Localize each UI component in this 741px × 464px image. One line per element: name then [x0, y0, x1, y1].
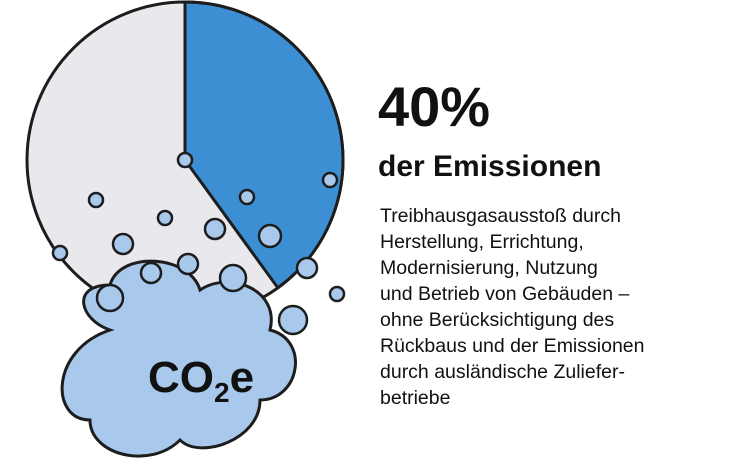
bubble	[295, 256, 319, 280]
description-line: Herstellung, Errichtung,	[380, 231, 584, 253]
bubble	[51, 244, 69, 262]
pie	[183, 0, 345, 290]
bubble	[176, 151, 194, 169]
value-label: 40%	[378, 75, 490, 138]
description-line: betriebe	[380, 387, 450, 409]
description-line: Rückbaus und der Emissionen	[380, 335, 644, 357]
cloud-label-main: CO	[148, 353, 214, 402]
cloud-label-suffix: e	[230, 353, 254, 402]
bubble	[218, 263, 248, 293]
bubble	[277, 304, 309, 336]
cloud-label: CO2e	[148, 353, 254, 408]
bubble	[156, 209, 174, 227]
description-line: ohne Berücksichtigung des	[380, 309, 614, 331]
bubble	[321, 171, 339, 189]
description: Treibhausgasausstoß durch Herstellung, Er…	[380, 205, 644, 409]
description-line: Modernisierung, Nutzung	[380, 257, 598, 279]
bubble	[139, 261, 163, 285]
bubble	[176, 252, 200, 276]
pie-slice	[183, 0, 345, 290]
bubble	[203, 217, 227, 241]
cloud	[60, 259, 297, 458]
description-line: und Betrieb von Gebäuden –	[380, 283, 630, 305]
bubble	[238, 188, 256, 206]
bubble	[87, 191, 105, 209]
bubble	[257, 223, 283, 249]
cloud-label-subscript: 2	[214, 377, 230, 408]
bubble	[328, 285, 346, 303]
subtitle: der Emissionen	[378, 150, 601, 183]
bubble	[111, 232, 135, 256]
description-line: durch ausländische Zuliefer-	[380, 361, 625, 383]
description-line: Treibhausgasausstoß durch	[380, 205, 621, 227]
bubbles	[51, 151, 346, 336]
bubble	[95, 283, 125, 313]
